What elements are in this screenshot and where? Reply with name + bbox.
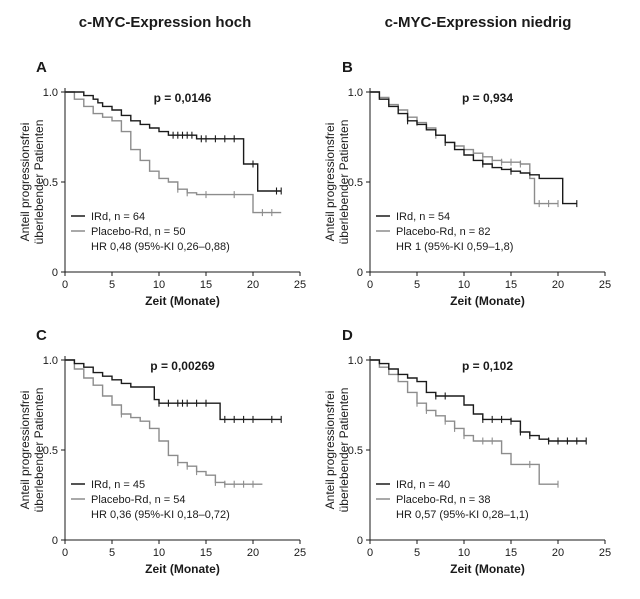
- y-axis-label-line: überlebender Patienten: [337, 388, 351, 513]
- km-curve-placebo: [65, 359, 263, 485]
- x-tick-label: 15: [200, 279, 212, 291]
- legend-entry: IRd, n = 64: [91, 211, 145, 223]
- x-tick-label: 10: [153, 279, 165, 291]
- km-curve-ird: [370, 91, 577, 205]
- x-tick-label: 20: [247, 279, 259, 291]
- km-curve-placebo: [65, 91, 282, 214]
- y-axis-label-line: Anteil progressionsfrei: [18, 391, 32, 510]
- y-axis-label-line: überlebender Patienten: [32, 388, 46, 513]
- legend-entry: HR 0,57 (95%-KI 0,28–1,1): [396, 509, 529, 521]
- x-tick-label: 25: [599, 279, 611, 291]
- panel-a: Ap = 0,0146 0 0.5 1.0 0 5 10 15 20 25 Zeit (Monate…: [18, 59, 306, 308]
- y-axis-label: Anteil progressionsfreiüberlebender Pati…: [323, 388, 351, 513]
- x-axis-label: Zeit (Monate): [145, 294, 220, 308]
- column-title-right: c-MYC-Expression niedrig: [384, 14, 572, 31]
- panel-c: Cp = 0,00269 0 0.5 1.0 0 5 10 15 20 25 Zeit (Monat…: [18, 327, 306, 576]
- y-axis-label-line: überlebender Patienten: [337, 120, 351, 245]
- x-axis-label: Zeit (Monate): [450, 294, 525, 308]
- y-axis-label: Anteil progressionsfreiüberlebender Pati…: [323, 120, 351, 245]
- km-curve-placebo: [370, 359, 558, 485]
- x-tick-label: 20: [247, 547, 259, 559]
- legend-entry: IRd, n = 40: [396, 479, 450, 491]
- x-tick-label: 25: [599, 547, 611, 559]
- km-curve-ird: [65, 91, 282, 192]
- legend-entry: HR 0,36 (95%-KI 0,18–0,72): [91, 509, 230, 521]
- y-tick-label: 1.0: [348, 87, 363, 99]
- y-tick-label: 0.5: [348, 177, 363, 189]
- y-tick-label: 1.0: [43, 87, 58, 99]
- legend-entry: Placebo-Rd, n = 54: [91, 494, 185, 506]
- x-axis-label: Zeit (Monate): [145, 562, 220, 576]
- legend-entry: IRd, n = 54: [396, 211, 450, 223]
- km-curve-ird: [370, 359, 587, 442]
- x-tick-label: 5: [414, 279, 420, 291]
- y-axis-label-line: Anteil progressionsfrei: [323, 391, 337, 510]
- x-tick-label: 10: [458, 279, 470, 291]
- x-tick-label: 0: [62, 547, 68, 559]
- p-value: p = 0,00269: [150, 359, 215, 373]
- panel-label: B: [342, 59, 353, 76]
- y-tick-label: 1.0: [348, 355, 363, 367]
- p-value: p = 0,102: [462, 359, 513, 373]
- x-tick-label: 15: [505, 279, 517, 291]
- legend-entry: HR 0,48 (95%-KI 0,26–0,88): [91, 241, 230, 253]
- y-axis-label-line: Anteil progressionsfrei: [323, 123, 337, 242]
- y-tick-label: 0.5: [348, 445, 363, 457]
- x-tick-label: 15: [200, 547, 212, 559]
- panel-label: D: [342, 327, 353, 344]
- x-tick-label: 0: [367, 547, 373, 559]
- x-axis-label: Zeit (Monate): [450, 562, 525, 576]
- p-value: p = 0,934: [462, 91, 513, 105]
- panel-b: Bp = 0,934 0 0.5 1.0 0 5 10 15 20 25 Zeit (Monate)…: [323, 59, 611, 308]
- legend-entry: Placebo-Rd, n = 38: [396, 494, 490, 506]
- panel-label: A: [36, 59, 47, 76]
- legend-entry: IRd, n = 45: [91, 479, 145, 491]
- y-axis-label: Anteil progressionsfreiüberlebender Pati…: [18, 120, 46, 245]
- y-tick-label: 1.0: [43, 355, 58, 367]
- y-axis-label-line: überlebender Patienten: [32, 120, 46, 245]
- km-curve-placebo: [370, 91, 558, 205]
- panel-label: C: [36, 327, 47, 344]
- x-tick-label: 25: [294, 547, 306, 559]
- x-tick-label: 10: [153, 547, 165, 559]
- km-curve-ird: [65, 359, 282, 421]
- x-tick-label: 15: [505, 547, 517, 559]
- x-tick-label: 0: [62, 279, 68, 291]
- x-tick-label: 5: [109, 547, 115, 559]
- y-axis-label: Anteil progressionsfreiüberlebender Pati…: [18, 388, 46, 513]
- y-tick-label: 0: [52, 267, 58, 279]
- y-tick-label: 0: [52, 535, 58, 547]
- panel-d: Dp = 0,102 0 0.5 1.0 0 5 10 15 20 25 Zeit (Monate)…: [323, 327, 611, 576]
- legend-entry: Placebo-Rd, n = 82: [396, 226, 490, 238]
- x-tick-label: 20: [552, 279, 564, 291]
- y-tick-label: 0: [357, 267, 363, 279]
- legend-entry: HR 1 (95%-KI 0,59–1,8): [396, 241, 513, 253]
- y-tick-label: 0: [357, 535, 363, 547]
- x-tick-label: 20: [552, 547, 564, 559]
- y-tick-label: 0.5: [43, 445, 58, 457]
- x-tick-label: 0: [367, 279, 373, 291]
- legend-entry: Placebo-Rd, n = 50: [91, 226, 185, 238]
- y-axis-label-line: Anteil progressionsfrei: [18, 123, 32, 242]
- y-tick-label: 0.5: [43, 177, 58, 189]
- x-tick-label: 5: [414, 547, 420, 559]
- x-tick-label: 10: [458, 547, 470, 559]
- x-tick-label: 5: [109, 279, 115, 291]
- x-tick-label: 25: [294, 279, 306, 291]
- p-value: p = 0,0146: [154, 91, 212, 105]
- column-title-left: c-MYC-Expression hoch: [78, 14, 252, 31]
